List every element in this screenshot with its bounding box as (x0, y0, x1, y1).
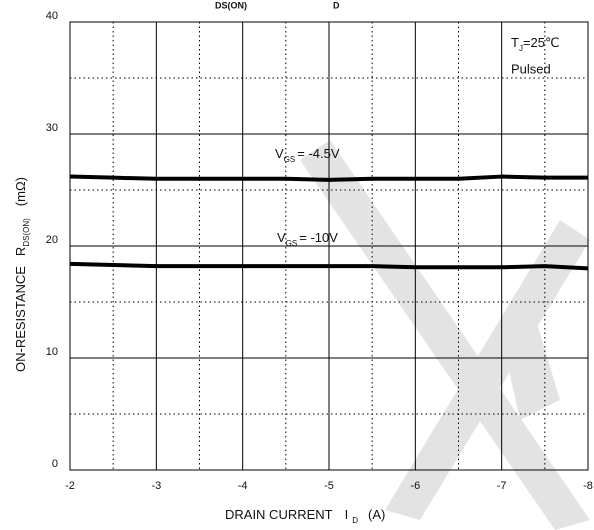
series-line (69, 261, 589, 271)
x-tick-label: -2 (65, 480, 75, 492)
y-tick-label: 0 (52, 458, 58, 470)
x-tick-label: -6 (410, 480, 420, 492)
y-axis-label: ON-RESISTANCE RDS(ON) (mΩ) (13, 177, 31, 372)
y-tick-label: 30 (46, 122, 58, 134)
annotation-rest: =25℃ (523, 35, 560, 50)
x-tick-label: -7 (497, 480, 507, 492)
y-tick-label: 40 (46, 10, 58, 22)
series-label-text: V (275, 146, 284, 161)
x-tick-label: -5 (324, 480, 334, 492)
x-label-sub: D (352, 516, 358, 525)
annotation: TJ=25℃ (511, 35, 560, 53)
y-tick-label: 20 (46, 234, 58, 246)
series-label-sub: GS (284, 155, 296, 164)
y-label-text: ON-RESISTANCE (13, 266, 28, 372)
annotation: Pulsed (511, 61, 551, 76)
title-fragment: D (333, 0, 340, 10)
x-label-unit: (A) (368, 507, 385, 522)
series-line (69, 174, 588, 182)
annotation-sub: J (519, 44, 523, 53)
y-tick-label: 10 (46, 346, 58, 358)
y-label-unit: (mΩ) (13, 177, 28, 206)
title-fragment: DS(ON) (215, 0, 247, 10)
x-tick-label: -3 (151, 480, 161, 492)
series-label-sub: GS (286, 239, 298, 248)
x-axis-label: DRAIN CURRENT I D (A) (225, 507, 385, 525)
series-label: VGS = -10V (277, 230, 338, 248)
x-label-text: DRAIN CURRENT (225, 507, 333, 522)
annotation-text: T (511, 35, 519, 50)
series-label-rest: = -10V (299, 230, 338, 245)
series-label-text: V (277, 230, 286, 245)
watermark (300, 140, 590, 530)
x-label-symbol: I (345, 507, 349, 522)
x-tick-label: -4 (238, 480, 248, 492)
series-label-rest: = -4.5V (297, 146, 340, 161)
y-label-symbol: R (13, 247, 28, 256)
x-tick-label: -8 (583, 480, 593, 492)
y-label-sub: DS(ON) (22, 218, 31, 247)
